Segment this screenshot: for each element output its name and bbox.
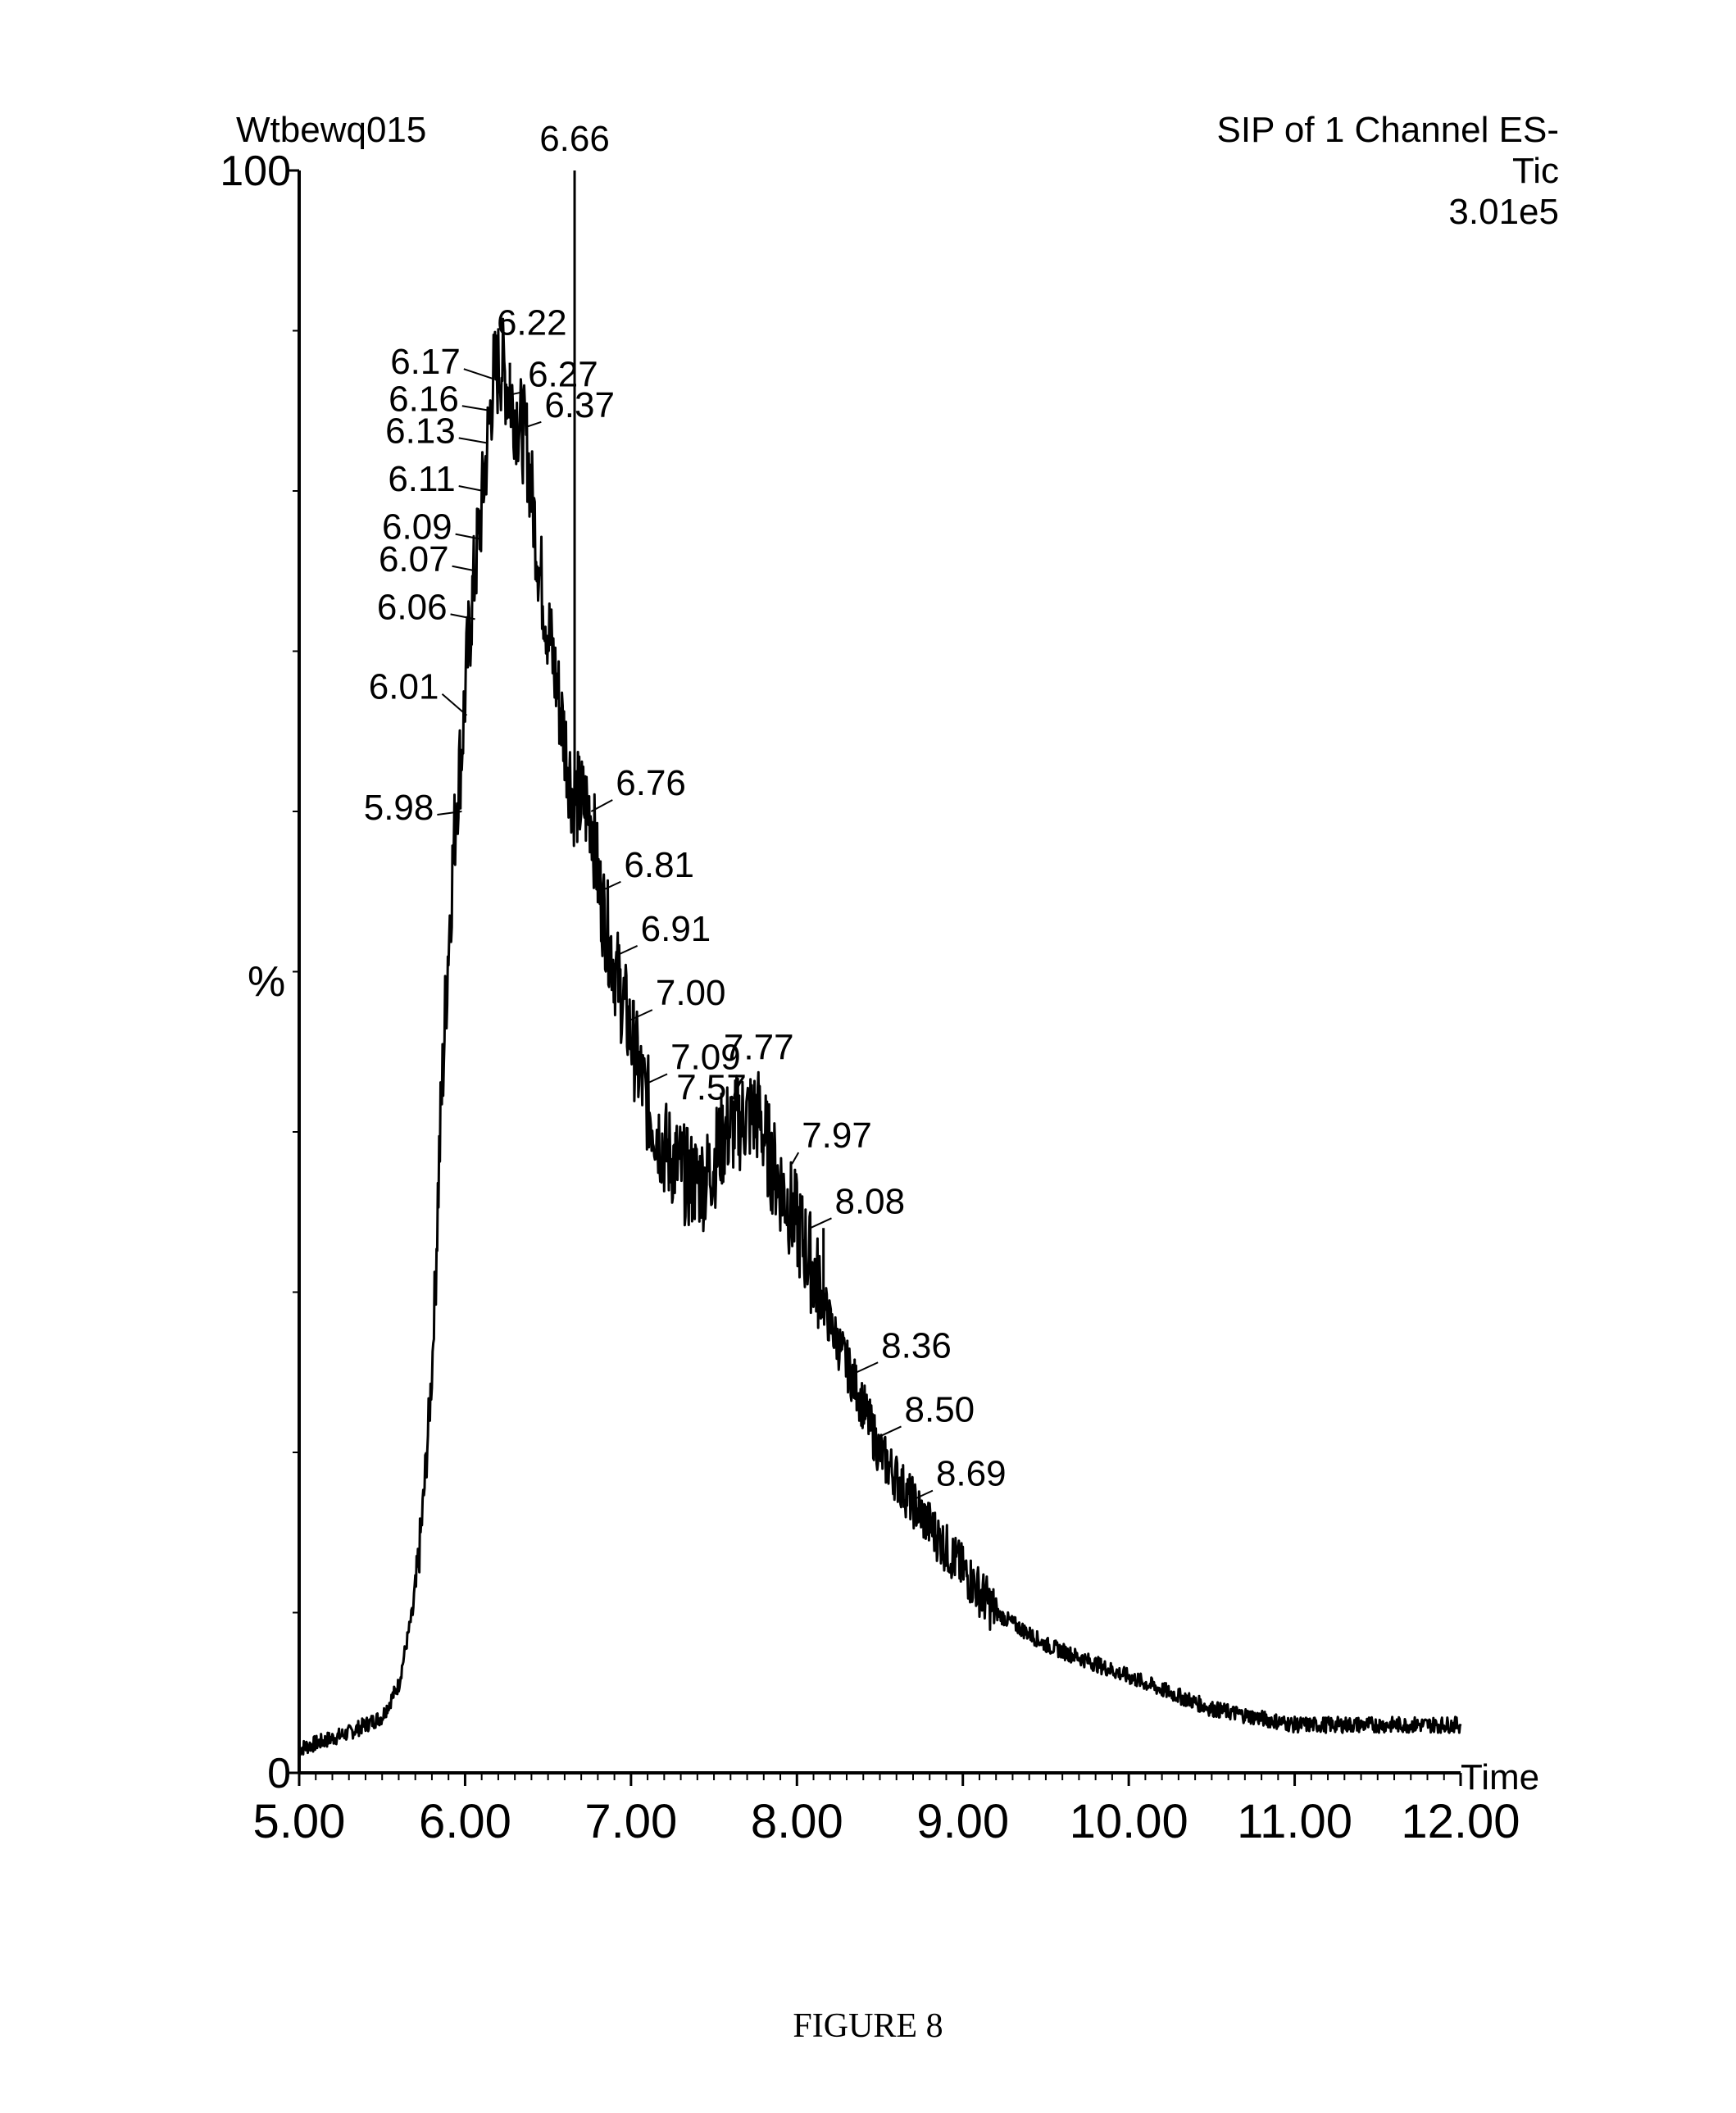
y-tick-label: 100 — [220, 148, 291, 195]
peak-label: 8.08 — [834, 1181, 905, 1221]
peak-label: 6.13 — [385, 411, 456, 451]
peak-label: 6.66 — [539, 119, 610, 159]
peak-label: 7.57 — [676, 1067, 747, 1107]
peak-label: 5.98 — [364, 788, 434, 828]
peak-label: 6.06 — [377, 587, 448, 627]
peak-label: 6.37 — [544, 385, 615, 425]
x-axis-label: Time — [1461, 1757, 1539, 1797]
peak-label: 6.01 — [369, 667, 439, 707]
axes — [288, 170, 1461, 1786]
x-tick-label: 8.00 — [751, 1795, 843, 1848]
peak-leader — [857, 1362, 878, 1372]
peak-label: 6.11 — [388, 459, 455, 499]
peak-label: 7.00 — [656, 973, 726, 1013]
peak-leader — [810, 1218, 831, 1228]
x-tick-label: 6.00 — [419, 1795, 511, 1848]
peak-leader — [792, 1152, 798, 1164]
x-tick-label: 12.00 — [1401, 1795, 1520, 1848]
tic-trace — [299, 319, 1461, 1755]
peak-label: 6.91 — [641, 909, 711, 949]
x-tick-label: 10.00 — [1070, 1795, 1188, 1848]
peak-label: 8.69 — [936, 1454, 1007, 1494]
peak-leader — [464, 369, 493, 379]
y-axis-label: % — [248, 958, 285, 1006]
peak-label: 8.50 — [905, 1389, 975, 1429]
trace-info-line-2: Tic — [1512, 151, 1559, 191]
peak-leader — [526, 422, 541, 427]
y-tick-label: 0 — [267, 1750, 291, 1797]
trace-info-line-3: 3.01e5 — [1448, 192, 1559, 232]
x-tick-label: 7.00 — [584, 1795, 677, 1848]
peak-label: 6.07 — [379, 539, 449, 579]
peak-label: 6.22 — [497, 303, 567, 343]
x-tick-label: 11.00 — [1237, 1795, 1352, 1848]
peak-leader — [880, 1426, 902, 1436]
peak-label: 7.97 — [802, 1116, 872, 1156]
trace-info-line-1: SIP of 1 Channel ES- — [1217, 110, 1559, 150]
peak-label: 6.81 — [624, 845, 694, 885]
peak-leader — [459, 486, 484, 491]
peak-leader — [459, 438, 487, 443]
x-tick-label: 9.00 — [916, 1795, 1009, 1848]
x-tick-labels: 5.00 6.00 7.00 8.00 9.00 10.00 11.00 12.00 — [253, 1795, 1520, 1848]
figure-caption: FIGURE 8 — [0, 2006, 1736, 2046]
x-tick-label: 5.00 — [253, 1795, 346, 1848]
peak-label: 6.17 — [390, 342, 461, 382]
peak-label: 8.36 — [881, 1325, 952, 1365]
peak-label: 7.77 — [724, 1027, 794, 1067]
peak-label: 6.76 — [616, 763, 686, 803]
peak-labels: 6.666.226.176.276.166.376.136.116.096.07… — [364, 119, 1007, 1501]
sample-name: Wtbewq015 — [236, 110, 426, 150]
